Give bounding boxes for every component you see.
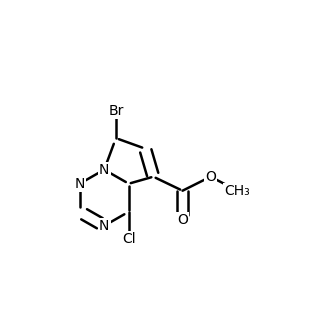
Text: Cl: Cl (122, 232, 136, 246)
Text: Br: Br (108, 104, 124, 118)
Text: N: N (75, 177, 85, 191)
Text: O: O (205, 170, 216, 184)
Text: N: N (99, 163, 110, 177)
Text: O: O (177, 213, 188, 227)
Text: N: N (99, 219, 110, 233)
Text: CH₃: CH₃ (225, 184, 250, 198)
